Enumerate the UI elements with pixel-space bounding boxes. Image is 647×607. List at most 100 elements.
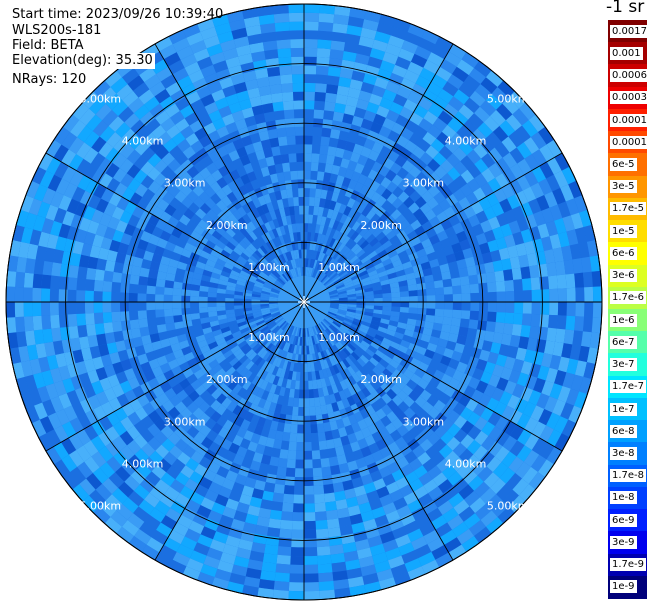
range-gate-cell [443, 245, 455, 256]
range-gate-cell [391, 302, 401, 308]
range-gate-cell [247, 151, 258, 163]
range-gate-cell [351, 338, 361, 347]
range-gate-cell [297, 179, 304, 189]
range-gate-cell [190, 140, 204, 154]
range-gate-cell [325, 256, 333, 266]
range-gate-cell [181, 83, 197, 98]
range-gate-cell [318, 440, 328, 451]
range-gate-cell [251, 252, 261, 261]
range-gate-cell [267, 321, 276, 328]
range-gate-cell [290, 335, 295, 345]
range-gate-cell [346, 24, 363, 37]
range-gate-cell [344, 406, 354, 417]
range-gate-cell [266, 527, 281, 538]
range-gate-cell [257, 321, 267, 329]
range-gate-cell [304, 582, 320, 592]
range-gate-cell [63, 182, 78, 199]
range-gate-cell [513, 279, 523, 291]
range-gate-cell [302, 328, 304, 338]
range-gate-cell [499, 391, 513, 406]
range-gate-cell [45, 204, 59, 221]
range-gate-cell [474, 430, 489, 446]
range-gate-cell [304, 442, 312, 451]
range-gate-cell [121, 519, 140, 536]
range-gate-cell [248, 403, 258, 415]
range-gate-cell [50, 220, 63, 237]
range-gate-cell [247, 33, 263, 45]
range-gate-cell [341, 176, 352, 188]
range-gate-cell [563, 329, 575, 345]
range-gate-cell [263, 282, 273, 288]
range-gate-cell [62, 472, 80, 490]
range-gate-cell [78, 217, 92, 232]
range-gate-cell [270, 310, 280, 315]
range-gate-cell [281, 511, 293, 521]
range-gate-cell [509, 440, 525, 457]
range-label: 2.00km [360, 373, 402, 386]
range-gate-cell [218, 253, 229, 263]
range-gate-cell [321, 320, 329, 329]
range-gate-cell [273, 337, 281, 347]
range-gate-cell [271, 393, 280, 404]
range-gate-cell [72, 349, 84, 364]
range-gate-cell [348, 354, 357, 364]
range-gate-cell [316, 334, 322, 343]
range-label: 3.00km [403, 415, 445, 428]
range-gate-cell [407, 91, 423, 105]
range-gate-cell [470, 245, 482, 257]
range-gate-cell [183, 325, 194, 334]
range-gate-cell [318, 13, 335, 24]
range-gate-cell [488, 374, 501, 388]
range-gate-cell [464, 227, 476, 240]
range-gate-cell [239, 154, 251, 166]
range-gate-cell [193, 266, 204, 275]
range-gate-cell [505, 290, 515, 302]
range-gate-cell [211, 204, 222, 216]
range-gate-cell [332, 321, 341, 328]
range-gate-cell [309, 406, 316, 416]
range-gate-cell [221, 195, 232, 207]
range-gate-cell [253, 424, 264, 436]
range-gate-cell [315, 343, 321, 353]
range-gate-cell [439, 263, 450, 273]
range-gate-cell [426, 197, 439, 210]
range-gate-cell [382, 292, 392, 298]
range-gate-cell [134, 345, 146, 357]
range-gate-cell [502, 435, 518, 452]
range-gate-cell [204, 489, 219, 503]
range-gate-cell [322, 368, 329, 379]
range-gate-cell [271, 312, 281, 318]
range-gate-cell [426, 394, 439, 407]
range-gate-cell [253, 168, 264, 180]
range-gate-cell [124, 201, 138, 215]
range-gate-cell [23, 287, 33, 302]
range-gate-cell [7, 255, 19, 272]
range-gate-cell [83, 424, 99, 441]
range-gate-cell [146, 309, 156, 319]
range-gate-cell [481, 153, 496, 169]
range-gate-cell [274, 208, 282, 219]
range-gate-cell [364, 262, 375, 271]
range-gate-cell [401, 384, 413, 396]
range-gate-cell [263, 284, 272, 290]
range-gate-cell [344, 317, 354, 324]
range-gate-cell [486, 70, 504, 88]
range-gate-cell [474, 503, 492, 520]
range-gate-cell [385, 510, 401, 523]
range-gate-cell [331, 210, 339, 221]
range-gate-cell [278, 413, 287, 424]
range-gate-cell [344, 104, 357, 116]
range-gate-cell [133, 484, 150, 500]
range-gate-cell [314, 493, 326, 504]
range-gate-cell [473, 445, 488, 461]
range-gate-cell [268, 334, 277, 343]
range-gate-cell [435, 522, 452, 538]
range-gate-cell [246, 422, 257, 433]
range-gate-cell [290, 39, 304, 49]
range-gate-cell [126, 164, 141, 179]
range-gate-cell [505, 302, 515, 314]
range-gate-cell [247, 441, 258, 453]
range-gate-cell [266, 410, 275, 421]
range-gate-cell [221, 408, 233, 420]
range-gate-cell [247, 124, 259, 136]
